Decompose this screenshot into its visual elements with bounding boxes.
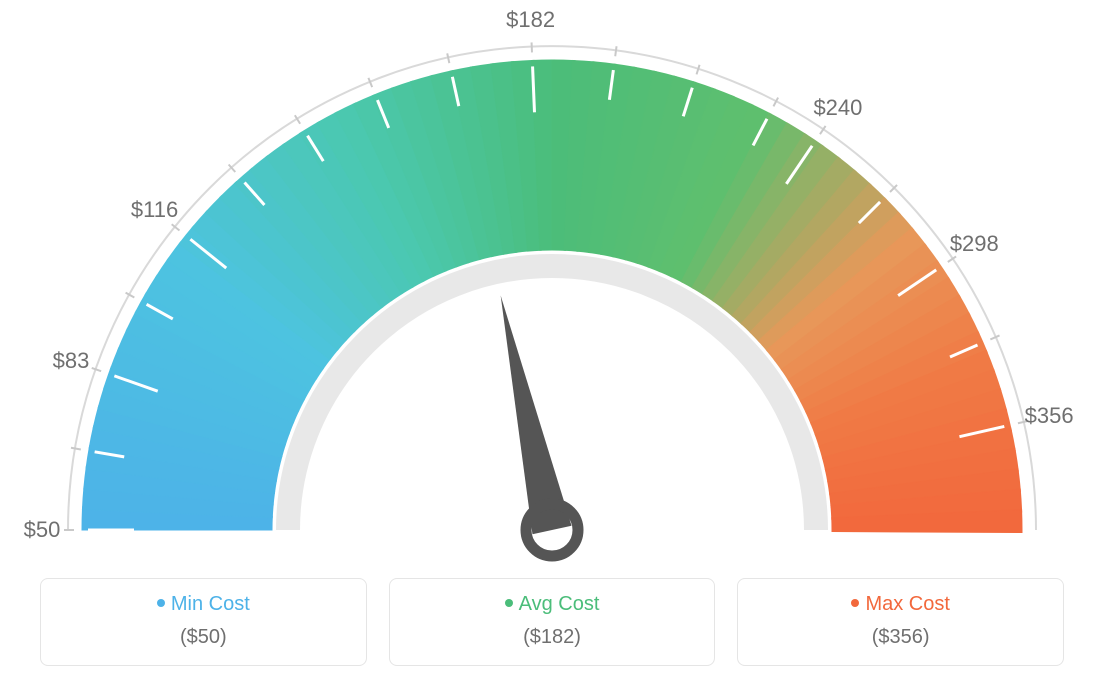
cost-gauge: $50 $83 $116 $182 $240 $298 $356 [0, 10, 1104, 570]
gauge-tick-label: $50 [24, 517, 61, 543]
gauge-tick-label: $116 [131, 197, 178, 223]
gauge-tick-label: $182 [506, 7, 555, 33]
gauge-band [82, 60, 1022, 533]
legend-title-min: Min Cost [51, 593, 356, 616]
gauge-tick-label: $240 [813, 95, 862, 121]
legend-value-avg: ($182) [400, 626, 705, 649]
legend-title-text: Avg Cost [519, 593, 600, 615]
legend-card-avg: Avg Cost ($182) [389, 578, 716, 666]
legend-row: Min Cost ($50) Avg Cost ($182) Max Cost … [40, 578, 1064, 666]
legend-title-text: Min Cost [171, 593, 250, 615]
dot-icon [851, 599, 859, 607]
gauge-tick-label: $356 [1025, 403, 1074, 429]
legend-title-text: Max Cost [865, 593, 949, 615]
legend-card-max: Max Cost ($356) [737, 578, 1064, 666]
dot-icon [157, 599, 165, 607]
gauge-tick-label: $298 [950, 231, 999, 257]
dot-icon [505, 599, 513, 607]
legend-value-min: ($50) [51, 626, 356, 649]
legend-value-max: ($356) [748, 626, 1053, 649]
gauge-tick-label: $83 [53, 348, 90, 374]
legend-title-avg: Avg Cost [400, 593, 705, 616]
gauge-needle [501, 296, 572, 535]
legend-title-max: Max Cost [748, 593, 1053, 616]
legend-card-min: Min Cost ($50) [40, 578, 367, 666]
